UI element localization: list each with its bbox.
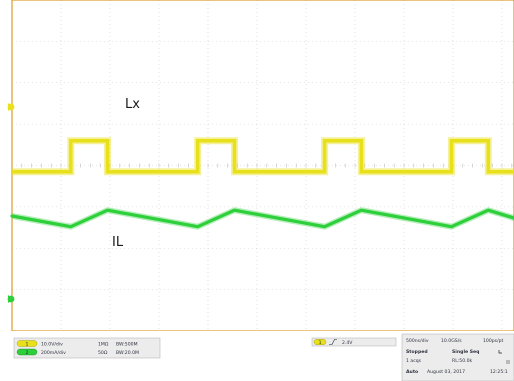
il-trace <box>10 208 514 229</box>
channel-1-badge <box>16 340 38 347</box>
channel-2-readout[interactable]: 2 200mA/div 50Ω BW:20.0M <box>16 348 139 356</box>
record-length: RL:50.0k <box>452 358 473 364</box>
trigger-readout[interactable]: 1 2.4V <box>311 337 397 347</box>
trigger-mode: Auto <box>406 369 418 375</box>
channel-1-bandwidth: BW:500M <box>116 342 138 348</box>
channel-markers <box>7 103 15 303</box>
channel-2-badge <box>16 348 38 356</box>
timebase: 500ns/div <box>406 338 429 344</box>
channel-2-bandwidth: BW:20.0M <box>116 350 139 356</box>
lx-trace-glow <box>12 137 514 176</box>
lx-trace <box>12 138 514 174</box>
menu-handle-icon <box>506 360 510 364</box>
resolution: 100ps/pt <box>483 338 504 344</box>
acquisition-count: 1 acqs <box>406 358 422 364</box>
channel-2-scale: 200mA/div <box>41 350 66 356</box>
channel-1-scale: 10.0V/div <box>41 342 63 348</box>
lx-trace-label: Lx <box>125 97 140 112</box>
graticule <box>11 0 514 331</box>
rising-edge-icon <box>329 339 337 345</box>
acquisition-state: Stopped <box>406 349 428 355</box>
acquisition-mode: Single Seq <box>452 349 479 355</box>
trigger-badge-number: 1 <box>319 340 322 346</box>
channel-1-marker-dot <box>7 103 15 111</box>
channel-1-badge-number: 1 <box>26 341 29 347</box>
channel-2-impedance: 50Ω <box>98 350 108 356</box>
traces <box>10 137 514 230</box>
il-trace-label: IL <box>112 235 124 250</box>
channel-1-impedance: 1MΩ <box>98 342 109 348</box>
sample-rate: 10.0GS/s <box>441 338 462 344</box>
status-bar: 1 10.0V/div 1MΩ BW:500M 2 200mA/div 50Ω … <box>0 331 514 381</box>
chevron-icon <box>498 350 502 354</box>
plot-frame <box>11 0 514 332</box>
trigger-badge <box>313 339 327 345</box>
channel-2-marker-dot <box>7 295 15 303</box>
channel-1-readout[interactable]: 1 10.0V/div 1MΩ BW:500M <box>13 337 161 359</box>
acquisition-time: 12:25:1 <box>490 369 508 375</box>
channel-2-badge-number: 2 <box>26 350 29 356</box>
acquisition-readout[interactable]: 500ns/div 10.0GS/s 100ps/pt Stopped Sing… <box>401 333 514 381</box>
acquisition-date: August 03, 2017 <box>427 369 465 375</box>
trigger-level: 2.4V <box>342 340 353 346</box>
